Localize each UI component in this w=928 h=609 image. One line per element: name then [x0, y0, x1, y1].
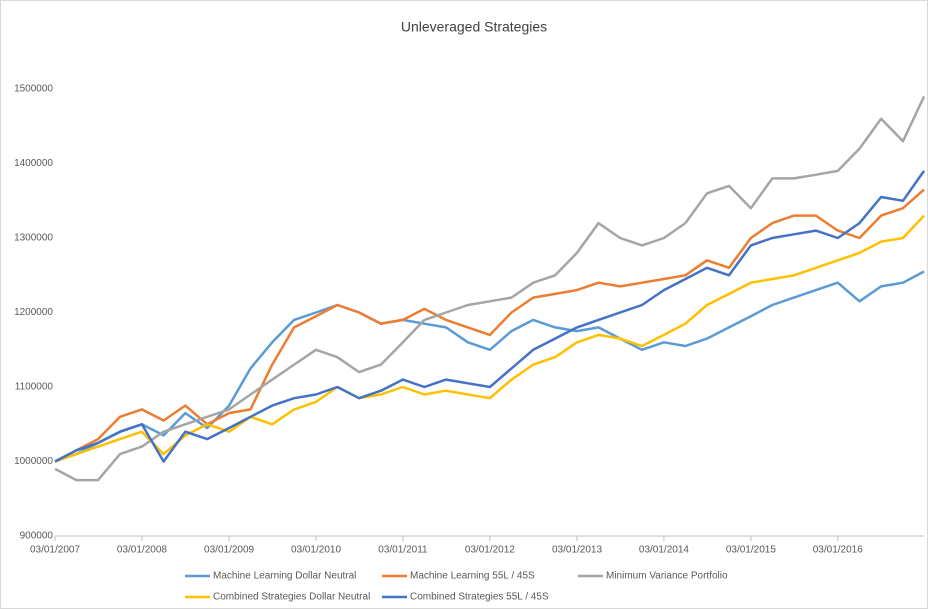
x-tick-label: 03/01/2009 [204, 545, 254, 556]
x-tick-label: 03/01/2012 [465, 545, 515, 556]
x-tick-label: 03/01/2011 [378, 545, 428, 556]
y-tick-label: 1300000 [14, 233, 53, 244]
x-tick-label: 03/01/2008 [117, 545, 167, 556]
y-tick-label: 1100000 [15, 382, 54, 393]
y-tick-label: 1000000 [14, 456, 53, 467]
legend-label: Combined Strategies Dollar Neutral [213, 592, 370, 603]
x-tick-label: 03/01/2014 [639, 545, 689, 556]
y-tick-label: 1500000 [14, 84, 53, 95]
series-line [54, 214, 925, 463]
x-tick-label: 03/01/2010 [291, 545, 341, 556]
legend-label: Combined Strategies 55L / 45S [410, 592, 549, 603]
y-tick-label: 1200000 [14, 307, 53, 318]
series-line [54, 270, 925, 463]
series-line [54, 170, 926, 463]
x-tick-label: 03/01/2013 [552, 545, 602, 556]
series-line [54, 95, 926, 482]
x-tick-label: 03/01/2007 [30, 545, 80, 556]
chart-title: Unleveraged Strategies [401, 19, 547, 35]
legend-label: Machine Learning Dollar Neutral [213, 571, 356, 582]
y-tick-label: 900000 [20, 531, 54, 542]
x-tick-label: 03/01/2015 [726, 545, 776, 556]
x-tick-label: 03/01/2016 [813, 545, 863, 556]
legend-label: Minimum Variance Portfolio [606, 571, 728, 582]
y-tick-label: 1400000 [14, 158, 53, 169]
legend-label: Machine Learning 55L / 45S [410, 571, 535, 582]
